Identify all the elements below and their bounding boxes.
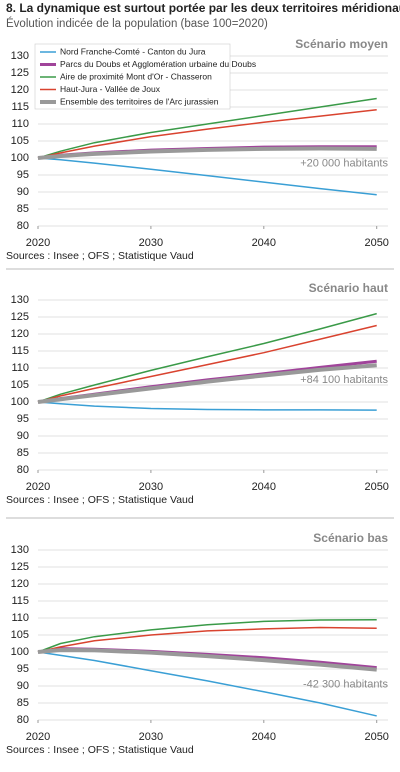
panel-title: Scénario moyen	[295, 37, 388, 51]
series-line	[37, 97, 377, 159]
legend-label: Ensemble des territoires de l'Arc jurass…	[60, 96, 219, 106]
y-tick-label: 130	[11, 50, 29, 62]
y-tick-label: 80	[17, 464, 29, 476]
x-tick-label: 2020	[26, 237, 50, 249]
page-subtitle: Évolution indicée de la population (base…	[6, 17, 268, 30]
y-tick-label: 115	[11, 345, 29, 357]
legend-box	[34, 43, 231, 110]
x-tick-label: 2030	[139, 731, 163, 743]
series-line	[37, 651, 377, 717]
panel-title: Scénario haut	[309, 281, 388, 295]
x-tick-label: 2050	[364, 481, 388, 493]
y-tick-label: 95	[17, 169, 29, 181]
y-tick-label: 100	[11, 396, 29, 408]
x-tick-label: 2050	[364, 731, 388, 743]
x-tick-label: 2020	[26, 481, 50, 493]
x-tick-label: 2020	[26, 731, 50, 743]
source: Sources : Insee ; OFS ; Statistique Vaud	[6, 250, 194, 262]
y-tick-label: 120	[11, 578, 29, 590]
x-tick-label: 2030	[139, 481, 163, 493]
y-tick-label: 120	[11, 84, 29, 96]
x-tick-label: 2040	[252, 481, 276, 493]
series-line	[37, 108, 377, 159]
series-line	[37, 146, 377, 160]
legend-label: Nord Franche-Comté - Canton du Jura	[60, 46, 206, 56]
annotation: +84 100 habitants	[300, 374, 388, 386]
series-line	[37, 363, 377, 404]
y-tick-label: 115	[11, 101, 29, 113]
x-tick-label: 2040	[252, 731, 276, 743]
y-tick-label: 110	[11, 612, 29, 624]
legend-label: Aire de proximité Mont d'Or - Chasseron	[60, 71, 212, 81]
source: Sources : Insee ; OFS ; Statistique Vaud	[6, 494, 194, 506]
series-line	[37, 324, 377, 403]
y-tick-label: 100	[11, 646, 29, 658]
x-tick-label: 2040	[252, 237, 276, 249]
legend-label: Parcs du Doubs et Agglomération urbaine …	[60, 59, 256, 69]
y-tick-label: 90	[17, 430, 29, 442]
series-line	[37, 647, 377, 672]
y-tick-label: 100	[11, 152, 29, 164]
annotation: -42 300 habitants	[303, 679, 389, 691]
series-line	[37, 401, 377, 411]
y-tick-label: 110	[11, 118, 29, 130]
y-tick-label: 110	[11, 362, 29, 374]
series-line	[37, 157, 377, 196]
y-tick-label: 80	[17, 220, 29, 232]
y-tick-label: 85	[17, 447, 29, 459]
source: Sources : Insee ; OFS ; Statistique Vaud	[6, 744, 194, 756]
y-tick-label: 105	[11, 379, 29, 391]
panel-title: Scénario bas	[313, 531, 388, 545]
y-tick-label: 130	[11, 294, 29, 306]
series-line	[37, 618, 377, 653]
page-title: 8. La dynamique est surtout portée par l…	[6, 1, 400, 15]
y-tick-label: 90	[17, 186, 29, 198]
y-tick-label: 125	[11, 67, 29, 79]
y-tick-label: 130	[11, 544, 29, 556]
y-tick-label: 105	[11, 135, 29, 147]
y-tick-label: 95	[17, 413, 29, 425]
annotation: +20 000 habitants	[300, 158, 388, 170]
legend-label: Haut-Jura - Vallée de Joux	[60, 84, 161, 94]
y-tick-label: 115	[11, 595, 29, 607]
x-tick-label: 2030	[139, 237, 163, 249]
y-tick-label: 95	[17, 663, 29, 675]
y-tick-label: 125	[11, 561, 29, 573]
y-tick-label: 90	[17, 680, 29, 692]
y-tick-label: 85	[17, 203, 29, 215]
y-tick-label: 120	[11, 328, 29, 340]
y-tick-label: 85	[17, 697, 29, 709]
x-tick-label: 2050	[364, 237, 388, 249]
series-line	[37, 626, 377, 653]
y-tick-label: 125	[11, 311, 29, 323]
y-tick-label: 80	[17, 714, 29, 726]
y-tick-label: 105	[11, 629, 29, 641]
series-line	[37, 312, 377, 403]
